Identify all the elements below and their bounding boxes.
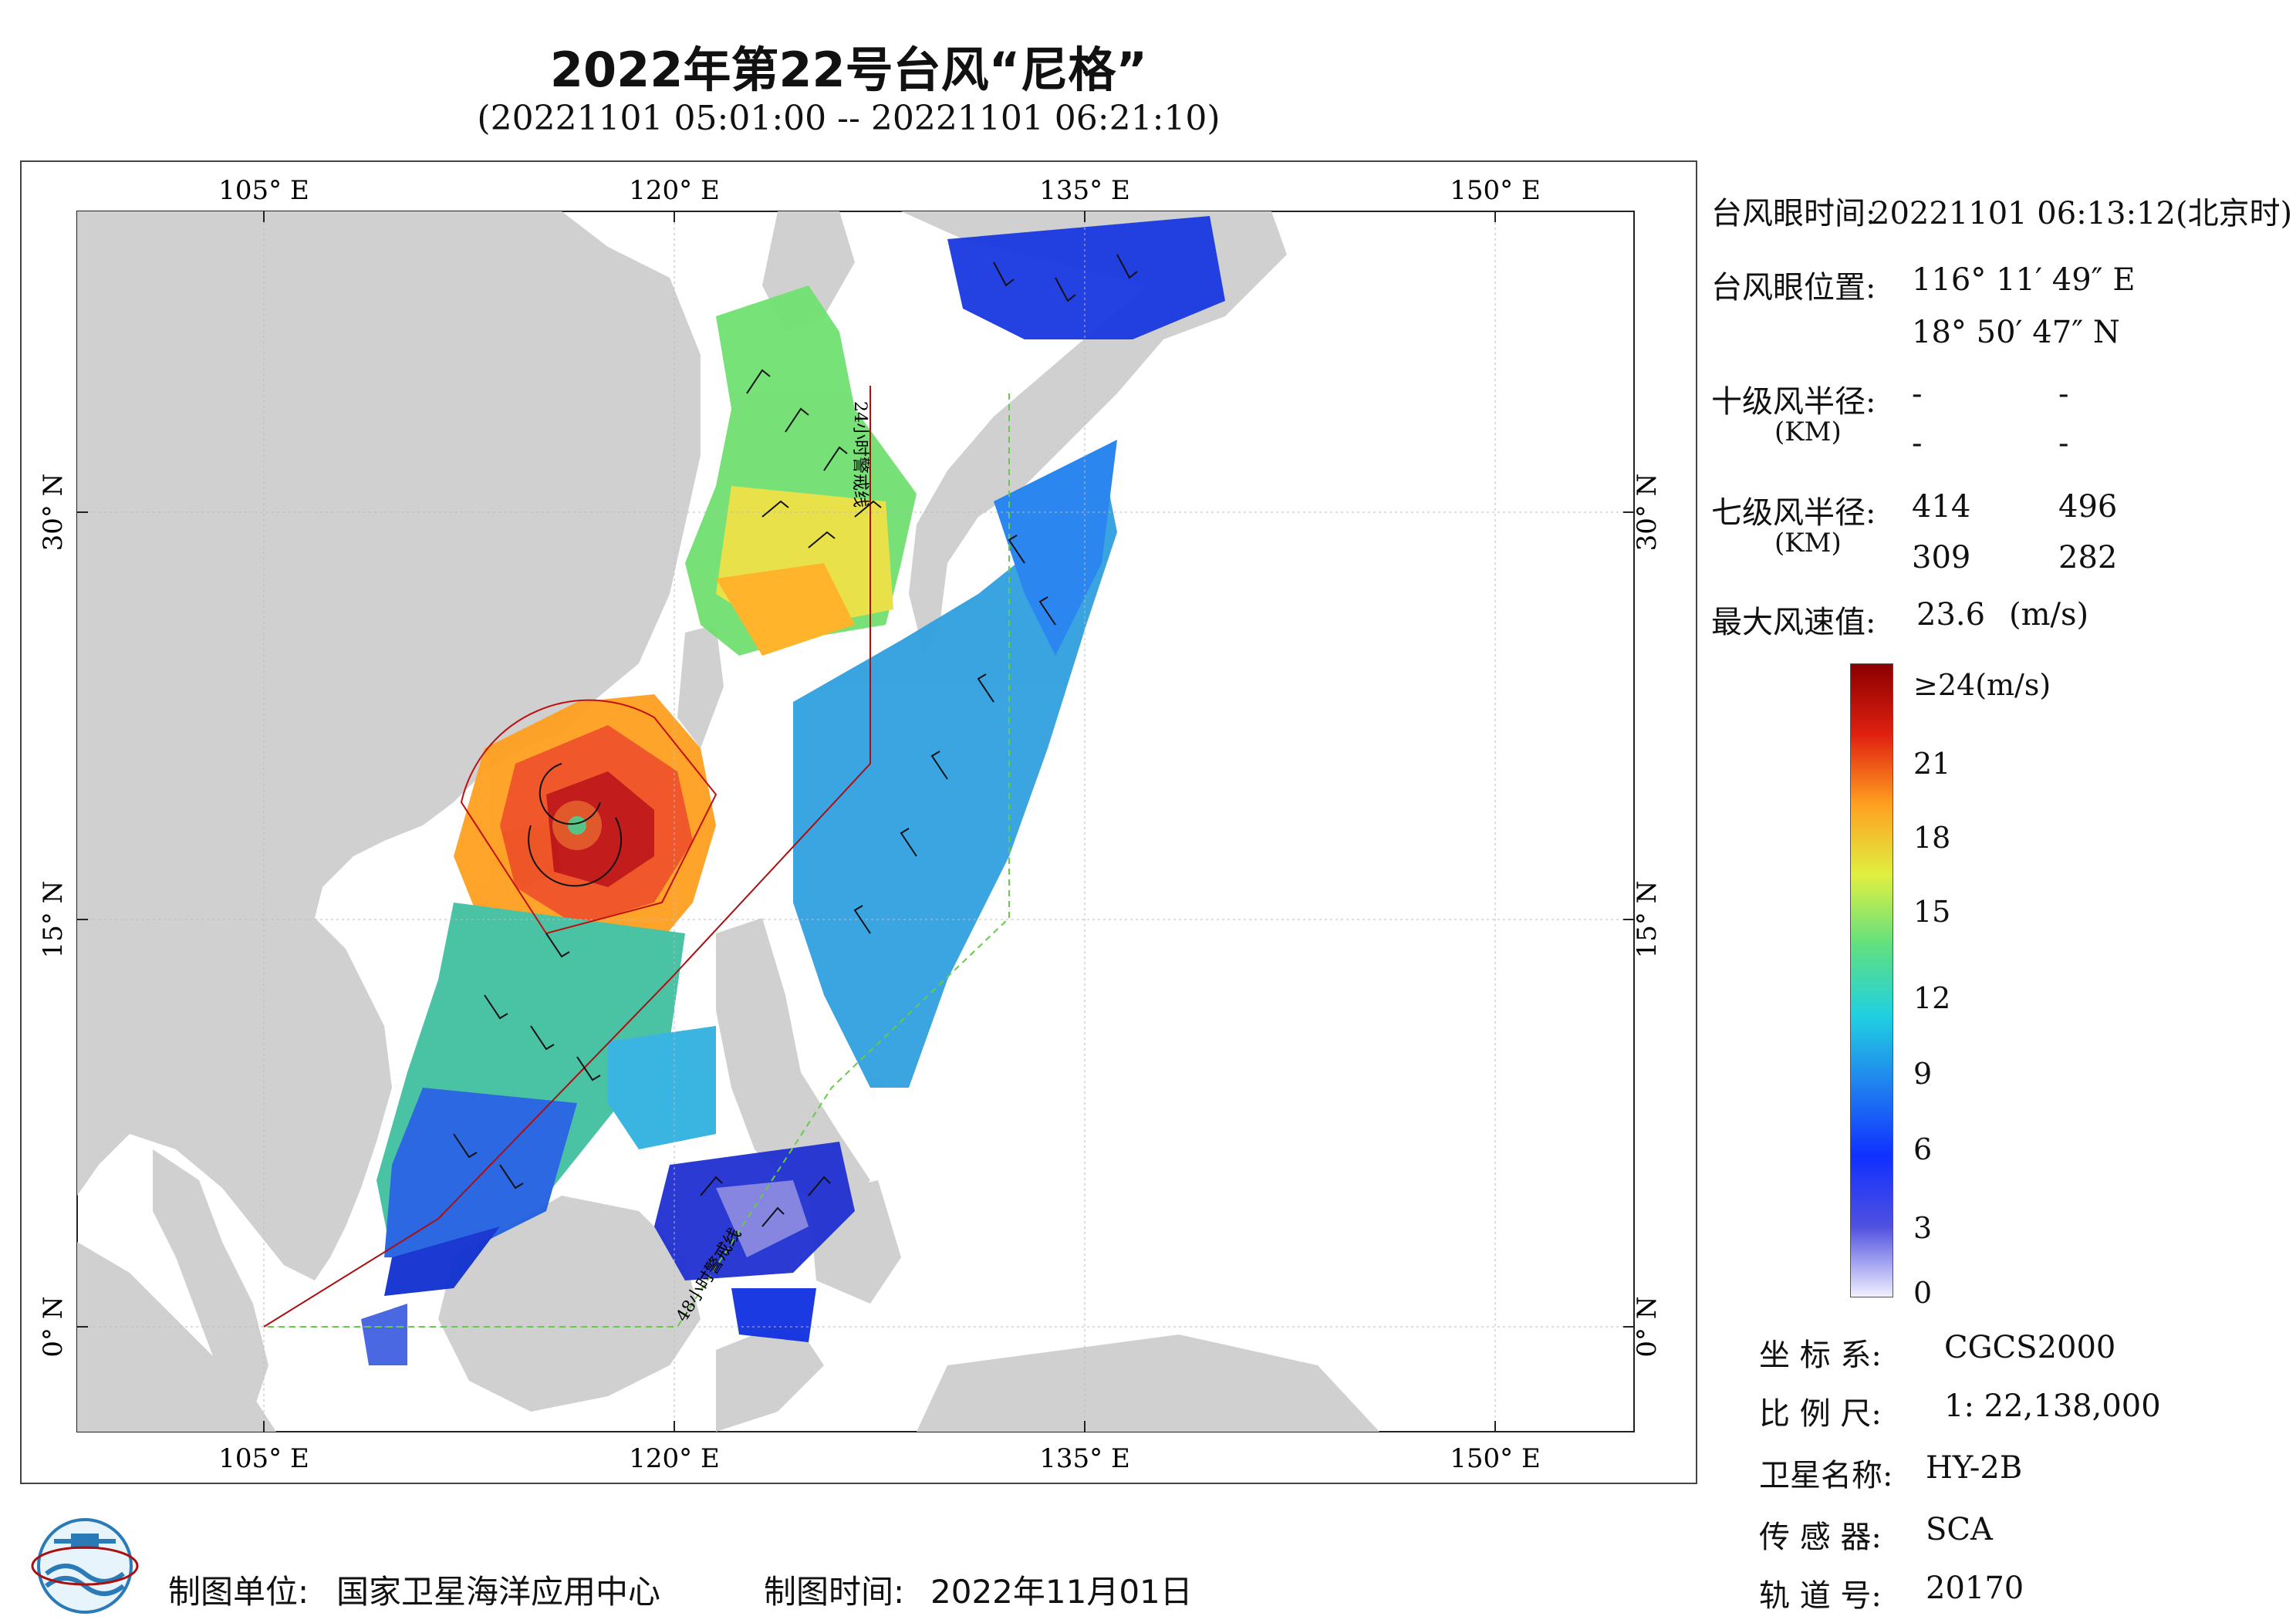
lon-label-bottom: 135° E xyxy=(1039,1443,1130,1474)
axis-ticks xyxy=(77,211,1634,1432)
24h-warning-line xyxy=(263,386,871,1328)
colorbar-tick: 3 xyxy=(1913,1211,1933,1245)
r10-unit: (KM) xyxy=(1774,417,1842,447)
r7-value: 282 xyxy=(2058,540,2118,575)
colorbar-tick: 18 xyxy=(1913,821,1951,855)
r7-value: 414 xyxy=(1912,489,1971,525)
colorbar-tick: ≥24(m/s) xyxy=(1913,668,2051,702)
lon-label-bottom: 105° E xyxy=(218,1443,309,1474)
made-time-label: 制图时间: xyxy=(764,1573,905,1611)
wind-swaths xyxy=(361,216,1225,1365)
sensor-value: SCA xyxy=(1926,1512,1993,1547)
r10-value: - xyxy=(1912,376,1923,412)
warning-24h-label: 24小时警戒线 xyxy=(850,401,869,508)
colorbar-tick: 21 xyxy=(1913,747,1951,781)
producer-label: 制图单位: xyxy=(168,1573,309,1611)
lat-label-left: 30° N xyxy=(38,474,69,552)
wind-map: 105° E 120° E 135° E 150° E 105° E 120° … xyxy=(38,175,1663,1474)
orbit-value: 20170 xyxy=(1926,1571,2024,1606)
eye-pos-label: 台风眼位置: xyxy=(1711,270,1876,305)
map-title: 2022年第22号台风“尼格” xyxy=(549,42,1148,98)
48h-warning-line xyxy=(264,393,1010,1328)
sensor-label: 传 感 器: xyxy=(1759,1520,1882,1555)
lat-label-left: 0° N xyxy=(38,1296,69,1357)
lon-label-top: 105° E xyxy=(218,175,309,206)
lon-label-top: 150° E xyxy=(1450,175,1541,206)
made-time-value: 2022年11月01日 xyxy=(930,1573,1193,1611)
lon-label-bottom: 120° E xyxy=(629,1443,720,1474)
coord-value: CGCS2000 xyxy=(1944,1330,2116,1365)
coord-label: 坐 标 系: xyxy=(1759,1338,1882,1373)
r10-value: - xyxy=(2058,426,2069,461)
lat-label-right: 0° N xyxy=(1632,1296,1663,1357)
wind-barbs xyxy=(453,254,1138,1227)
max-wind-unit: (m/s) xyxy=(2009,597,2089,633)
producer-value: 国家卫星海洋应用中心 xyxy=(336,1573,661,1611)
r7-unit: (KM) xyxy=(1774,528,1842,558)
scale-label: 比 例 尺: xyxy=(1759,1396,1882,1432)
max-wind-value: 23.6 xyxy=(1916,597,1986,633)
eye-lat: 18° 50′ 47″ N xyxy=(1912,315,2120,350)
lon-label-bottom: 150° E xyxy=(1450,1443,1541,1474)
satellite-label: 卫星名称: xyxy=(1759,1458,1893,1493)
colorbar-tick: 6 xyxy=(1913,1132,1933,1166)
r10-label: 十级风半径: xyxy=(1711,384,1876,420)
time-range: (20221101 05:01:00 -- 20221101 06:21:10) xyxy=(477,99,1221,138)
r7-value: 496 xyxy=(2058,489,2118,525)
eye-lon: 116° 11′ 49″ E xyxy=(1912,262,2136,298)
eye-time-label: 台风眼时间: xyxy=(1711,196,1876,231)
lat-label-right: 15° N xyxy=(1632,881,1663,959)
colorbar-tick: 15 xyxy=(1913,895,1951,929)
graticule xyxy=(77,211,1634,1432)
nsoas-logo-icon xyxy=(31,1518,139,1614)
lat-label-right: 30° N xyxy=(1632,474,1663,552)
r7-value: 309 xyxy=(1912,540,1971,575)
r7-label: 七级风半径: xyxy=(1711,495,1876,531)
eye-time-value: 20221101 06:13:12(北京时) xyxy=(1870,196,2293,231)
r10-value: - xyxy=(1912,426,1923,461)
colorbar-tick: 0 xyxy=(1913,1276,1933,1310)
warning-lines xyxy=(263,386,1010,1328)
colorbar-tick: 9 xyxy=(1913,1057,1933,1091)
map-frame: 105° E 120° E 135° E 150° E 105° E 120° … xyxy=(20,160,1697,1484)
lon-label-top: 135° E xyxy=(1039,175,1130,206)
lat-label-left: 15° N xyxy=(38,881,69,959)
lon-label-top: 120° E xyxy=(629,175,720,206)
colorbar xyxy=(1850,663,1893,1297)
colorbar-tick: 12 xyxy=(1913,981,1951,1015)
max-wind-label: 最大风速值: xyxy=(1711,605,1876,640)
wind-radius-outline xyxy=(460,699,718,935)
scale-value: 1: 22,138,000 xyxy=(1944,1388,2161,1424)
r10-value: - xyxy=(2058,376,2069,412)
satellite-value: HY-2B xyxy=(1926,1450,2023,1486)
orbit-label: 轨 道 号: xyxy=(1759,1578,1882,1614)
